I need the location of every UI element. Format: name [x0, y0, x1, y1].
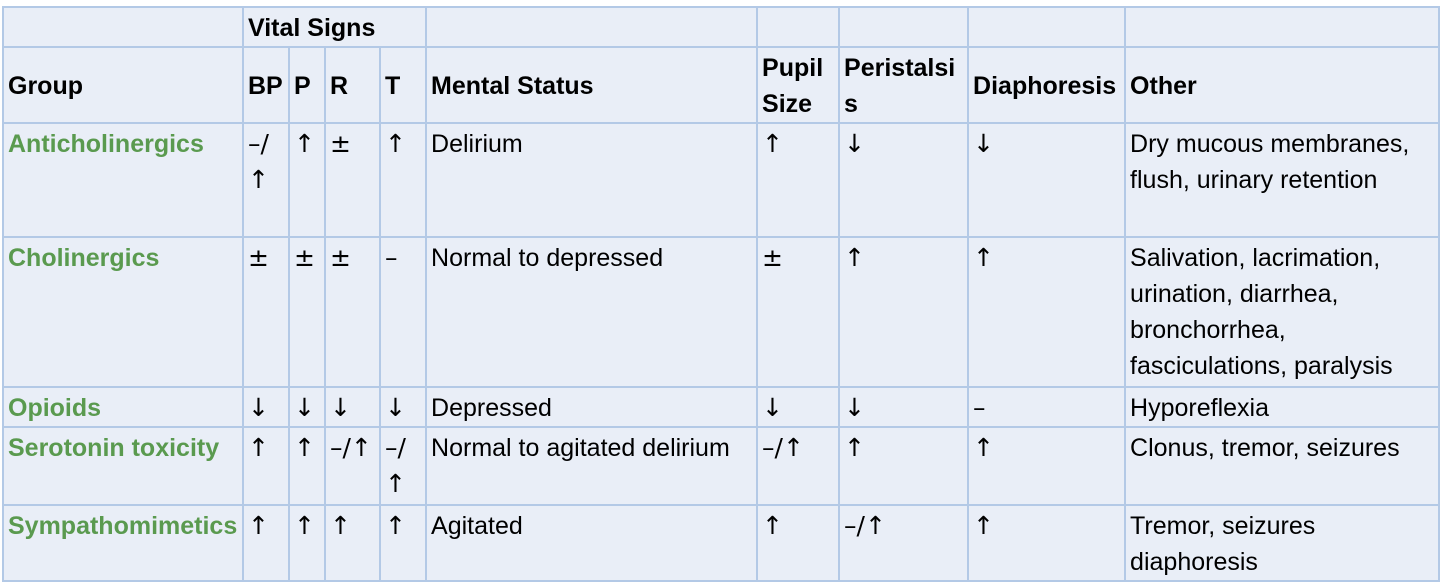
bp-cell: ↑ — [242, 426, 290, 506]
pupil-size-cell: ± — [756, 236, 841, 388]
header-other: Other — [1124, 46, 1440, 124]
t-cell: ↑ — [378, 122, 428, 238]
empty-header-cell — [967, 6, 1127, 48]
bp-cell: ± — [242, 236, 290, 388]
pupil-size-cell: –/↑ — [756, 426, 841, 506]
header-bp: BP — [242, 46, 290, 124]
t-cell: –/↑ — [378, 426, 428, 506]
t-cell: – — [378, 236, 428, 388]
header-group: Group — [2, 46, 244, 124]
r-cell: ↑ — [324, 504, 381, 582]
other-cell: Salivation, lacrimation, urination, diar… — [1124, 236, 1440, 388]
table-row: Cholinergics ± ± ± – Normal to depressed… — [2, 236, 1440, 388]
peristalsis-cell: ↑ — [838, 236, 970, 388]
p-cell: ↑ — [288, 504, 326, 582]
mental-status-cell: Delirium — [425, 122, 759, 238]
t-cell: ↑ — [378, 504, 428, 582]
header-r: R — [324, 46, 381, 124]
group-cell: Opioids — [2, 386, 244, 428]
p-cell: ↑ — [288, 122, 326, 238]
mental-status-cell: Normal to depressed — [425, 236, 759, 388]
table-row: Serotonin toxicity ↑ ↑ –/↑ –/↑ Normal to… — [2, 426, 1440, 506]
table-row: Anticholinergics –/↑ ↑ ± ↑ Delirium ↑ ↓ … — [2, 122, 1440, 238]
mental-status-cell: Agitated — [425, 504, 759, 582]
toxidrome-table: Vital Signs Group BP P R T Mental Status… — [2, 6, 1440, 582]
header-t: T — [378, 46, 428, 124]
p-cell: ± — [288, 236, 326, 388]
bp-cell: ↑ — [242, 504, 290, 582]
other-cell: Hyporeflexia — [1124, 386, 1440, 428]
diaphoresis-cell: ↑ — [967, 504, 1127, 582]
other-cell: Tremor, seizures diaphoresis — [1124, 504, 1440, 582]
t-cell: ↓ — [378, 386, 428, 428]
table-row: Opioids ↓ ↓ ↓ ↓ Depressed ↓ ↓ – Hyporefl… — [2, 386, 1440, 428]
group-cell: Serotonin toxicity — [2, 426, 244, 506]
diaphoresis-cell: – — [967, 386, 1127, 428]
pupil-size-cell: ↑ — [756, 122, 841, 238]
r-cell: –/↑ — [324, 426, 381, 506]
mental-status-cell: Depressed — [425, 386, 759, 428]
vital-signs-header-row: Vital Signs — [2, 6, 1440, 48]
empty-header-cell — [2, 6, 244, 48]
other-cell: Dry mucous membranes, flush, urinary ret… — [1124, 122, 1440, 238]
r-cell: ↓ — [324, 386, 381, 428]
column-header-row: Group BP P R T Mental Status Pupil Size … — [2, 46, 1440, 124]
header-peristalsis: Peristalsis — [838, 46, 970, 124]
diaphoresis-cell: ↑ — [967, 426, 1127, 506]
empty-header-cell — [1124, 6, 1440, 48]
group-cell: Cholinergics — [2, 236, 244, 388]
r-cell: ± — [324, 122, 381, 238]
peristalsis-cell: –/↑ — [838, 504, 970, 582]
header-pupil-size: Pupil Size — [756, 46, 841, 124]
peristalsis-cell: ↑ — [838, 426, 970, 506]
mental-status-cell: Normal to agitated delirium — [425, 426, 759, 506]
diaphoresis-cell: ↓ — [967, 122, 1127, 238]
p-cell: ↑ — [288, 426, 326, 506]
peristalsis-cell: ↓ — [838, 386, 970, 428]
bp-cell: –/↑ — [242, 122, 290, 238]
group-cell: Anticholinergics — [2, 122, 244, 238]
empty-header-cell — [838, 6, 970, 48]
toxidrome-table-container: Vital Signs Group BP P R T Mental Status… — [2, 6, 1440, 582]
r-cell: ± — [324, 236, 381, 388]
pupil-size-cell: ↓ — [756, 386, 841, 428]
header-diaphoresis: Diaphoresis — [967, 46, 1127, 124]
empty-header-cell — [756, 6, 841, 48]
other-cell: Clonus, tremor, seizures — [1124, 426, 1440, 506]
table-row: Sympathomimetics ↑ ↑ ↑ ↑ Agitated ↑ –/↑ … — [2, 504, 1440, 582]
bp-cell: ↓ — [242, 386, 290, 428]
p-cell: ↓ — [288, 386, 326, 428]
vital-signs-header: Vital Signs — [241, 6, 428, 48]
header-p: P — [288, 46, 326, 124]
diaphoresis-cell: ↑ — [967, 236, 1127, 388]
pupil-size-cell: ↑ — [756, 504, 841, 582]
peristalsis-cell: ↓ — [838, 122, 970, 238]
header-mental-status: Mental Status — [425, 46, 759, 124]
group-cell: Sympathomimetics — [2, 504, 244, 582]
empty-header-cell — [425, 6, 759, 48]
